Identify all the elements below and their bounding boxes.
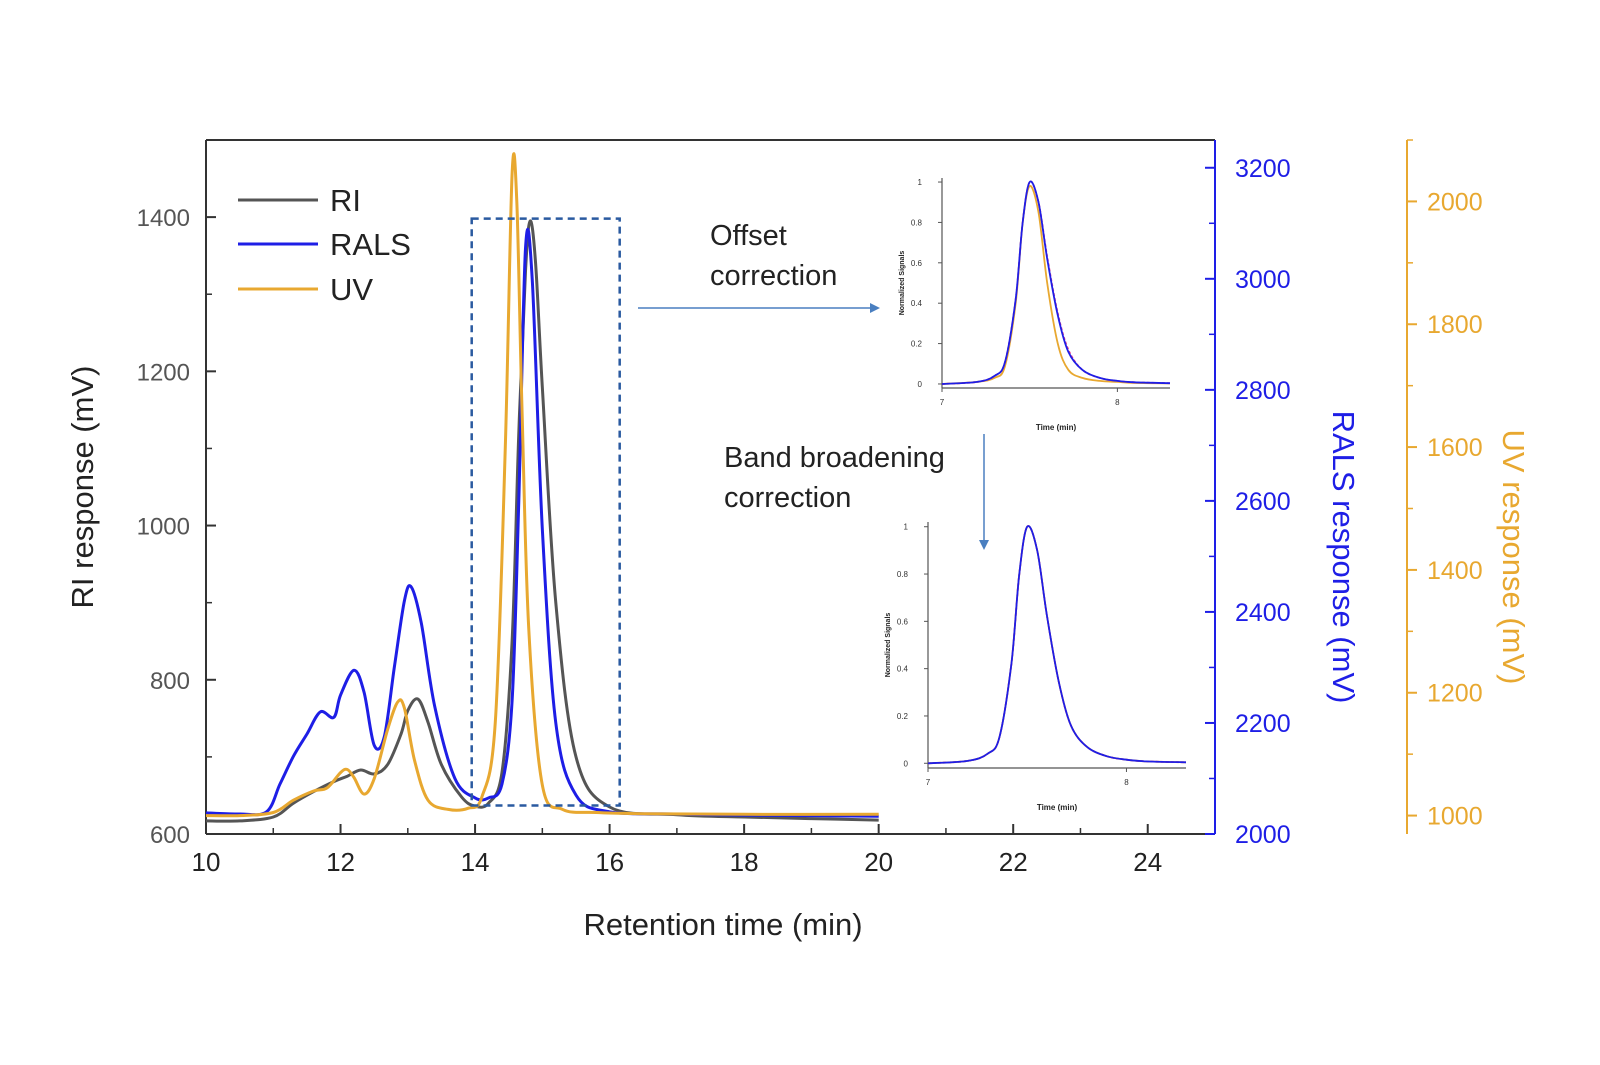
y-uv-tick-label: 1000 (1427, 803, 1483, 831)
y-left-tick-label: 800 (150, 668, 190, 695)
main-plot: 10 12 14 16 18 20 22 24600800100012001400200022… (65, 139, 1531, 942)
highlight-box (470, 217, 621, 807)
y-uv-axis-label: UV response (mV) (1496, 430, 1531, 685)
x-tick-label: 24 (1133, 847, 1162, 877)
inset-y-tick-label: 0.6 (897, 617, 909, 626)
inset-band-broadening: 0 0.2 0.4 0.6 0.8 1 7 8 Time (min) Normalized Sig… (885, 522, 1187, 812)
x-tick-label: 12 (326, 847, 355, 877)
y-left-tick-label: 1400 (137, 205, 190, 232)
y-rals-tick-label: 2800 (1235, 377, 1291, 405)
inset-y-tick-label: 0.6 (911, 259, 923, 268)
annotation-offset-1: Offset (710, 220, 787, 252)
x-tick-label: 14 (461, 847, 490, 877)
series-uv-line (205, 152, 879, 818)
y-left-tick-label: 600 (150, 822, 190, 849)
inset-x-tick-label: 7 (926, 778, 931, 787)
inset-x-tick-label: 7 (940, 398, 945, 407)
y-rals-tick-label: 2600 (1235, 488, 1291, 516)
inset-y-tick-label: 1 (918, 178, 923, 187)
y-rals-tick-label: 2000 (1235, 821, 1291, 849)
y-rals-tick-label: 3000 (1235, 266, 1291, 294)
inset-series-line (927, 525, 1187, 765)
series-ri-line (205, 219, 879, 823)
inset-series-line (941, 185, 1171, 385)
y-left-axis-label: RI response (mV) (65, 366, 100, 609)
inset-y-tick-label: 0.8 (911, 218, 923, 227)
y-left-tick-label: 1200 (137, 359, 190, 386)
annotation-offset-2: correction (710, 260, 837, 292)
y-rals-tick-label: 3200 (1235, 155, 1291, 183)
y-rals-tick-label: 2400 (1235, 599, 1291, 627)
inset-y-tick-label: 0.8 (897, 570, 909, 579)
x-tick-label: 16 (595, 847, 624, 877)
inset-y-tick-label: 0 (918, 380, 923, 389)
inset-x-axis-label: Time (min) (1037, 803, 1078, 812)
legend-label-ri: RI (330, 183, 361, 218)
y-uv-tick-label: 2000 (1427, 188, 1483, 216)
inset-series-line (941, 180, 1171, 385)
inset-y-axis-label: Normalized Signals (885, 613, 892, 678)
y-uv-tick-label: 1800 (1427, 311, 1483, 339)
y-uv-tick-label: 1200 (1427, 680, 1483, 708)
inset-y-axis-label: Normalized Signals (899, 251, 906, 316)
annotation-band-1: Band broadening (724, 442, 945, 474)
inset-x-axis-label: Time (min) (1036, 423, 1077, 432)
inset-y-tick-label: 0.4 (911, 299, 923, 308)
y-left-tick-label: 1000 (137, 514, 190, 541)
x-tick-label: 10 (192, 847, 221, 877)
inset-y-tick-label: 0.2 (911, 340, 923, 349)
y-uv-tick-label: 1600 (1427, 434, 1483, 462)
x-axis-label: Retention time (min) (583, 907, 862, 942)
series-rals-line (205, 227, 879, 818)
inset-y-tick-label: 0.4 (897, 665, 909, 674)
x-tick-label: 18 (730, 847, 759, 877)
y-uv-tick-label: 1400 (1427, 557, 1483, 585)
annotations: Offset correction Band broadening correc… (710, 220, 945, 514)
legend-label-uv: UV (330, 272, 373, 307)
y-rals-axis-label: RALS response (mV) (1326, 411, 1361, 704)
inset-x-tick-label: 8 (1124, 778, 1129, 787)
inset-y-tick-label: 1 (904, 523, 909, 532)
y-rals-tick-label: 2200 (1235, 710, 1291, 738)
inset-y-tick-label: 0.2 (897, 712, 909, 721)
inset-offset-correction: 0 0.2 0.4 0.6 0.8 1 7 8 Time (min) Normalized Sig… (899, 178, 1171, 432)
inset-y-tick-label: 0 (904, 759, 909, 768)
annotation-band-2: correction (724, 482, 851, 514)
x-tick-label: 22 (999, 847, 1028, 877)
legend-label-rals: RALS (330, 227, 411, 262)
inset-x-tick-label: 8 (1115, 398, 1120, 407)
x-tick-label: 20 (864, 847, 893, 877)
